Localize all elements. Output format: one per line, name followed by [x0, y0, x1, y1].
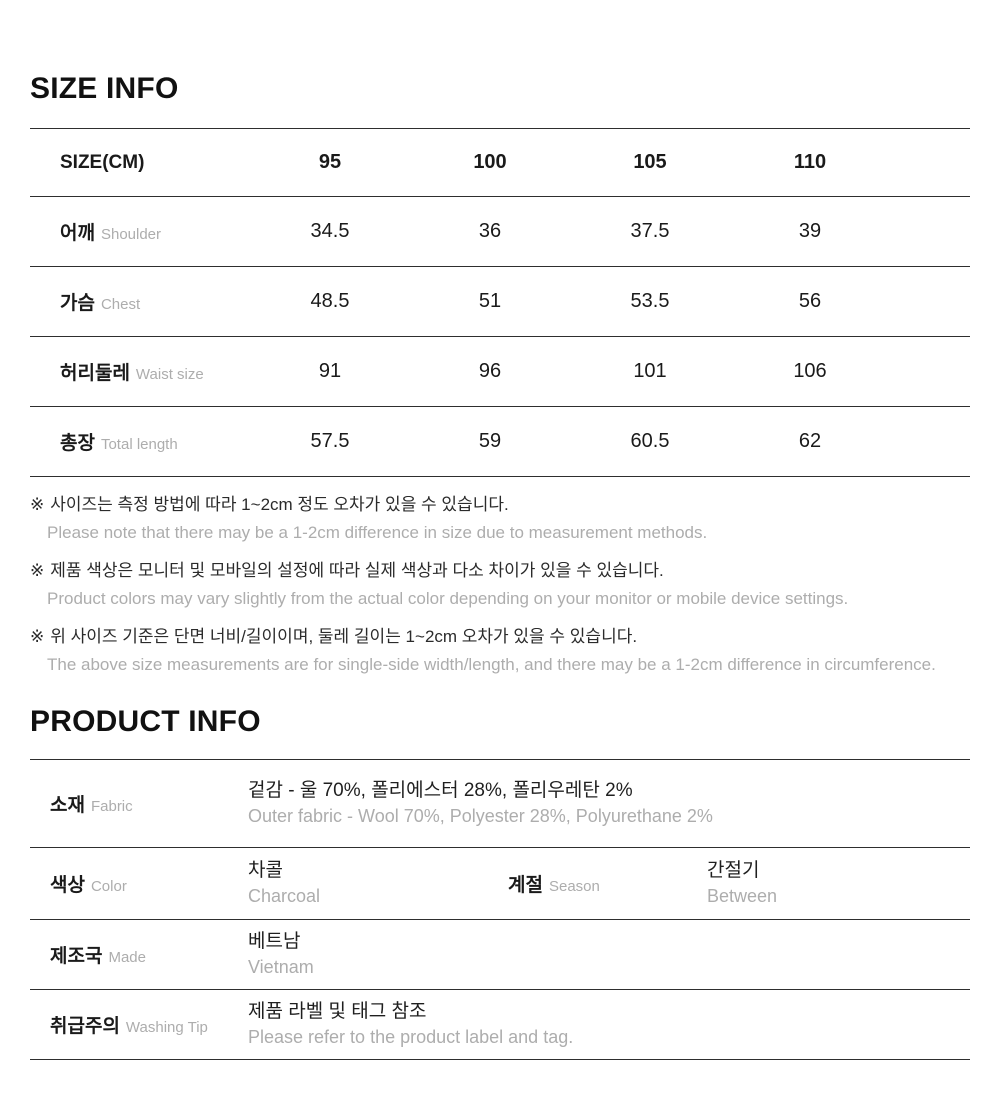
table-row-total-length: 총장 Total length 57.5 59 60.5 62	[30, 407, 970, 477]
fabric-value-ko: 겉감 - 울 70%, 폴리에스터 28%, 폴리우레탄 2%	[248, 780, 633, 801]
row-label-ko: 어깨	[60, 223, 95, 244]
season-value-ko: 간절기	[707, 860, 760, 881]
note-color-difference: ※ 제품 색상은 모니터 및 모바일의 설정에 따라 실제 색상과 다소 차이가 …	[30, 559, 970, 611]
size-info-title: SIZE INFO	[30, 72, 179, 105]
size-table: SIZE(CM) 95 100 105 110 어깨 Shoulder 34.5 …	[30, 128, 970, 477]
product-row-made: 제조국 Made 베트남 Vietnam	[30, 920, 970, 990]
row-label-en: Color	[90, 878, 127, 895]
row-label-en: Washing Tip	[125, 1019, 208, 1036]
row-label-en: Shoulder	[100, 226, 162, 243]
row-label-en: Waist size	[135, 366, 204, 383]
note-ko-text: 사이즈는 측정 방법에 따라 1~2cm 정도 오차가 있을 수 있습니다.	[50, 495, 509, 514]
row-label-en: Total length	[100, 436, 178, 453]
washing-value: 제품 라벨 및 태그 참조 Please refer to the produc…	[248, 999, 970, 1050]
cell-value: 37.5	[630, 220, 670, 242]
cell-value: 53.5	[630, 290, 670, 312]
row-label: 제조국 Made	[30, 941, 248, 968]
cell-value: 60.5	[630, 430, 670, 452]
note-en-line: Product colors may vary slightly from th…	[47, 589, 849, 608]
note-en-line: Please note that there may be a 1-2cm di…	[47, 523, 708, 542]
row-label: 색상 Color	[30, 870, 248, 897]
cell-value: 59	[478, 430, 502, 452]
note-ko-line: ※ 위 사이즈 기준은 단면 너비/길이이며, 둘레 길이는 1~2cm 오차가 …	[30, 625, 970, 649]
cell-value: 106	[793, 360, 827, 382]
fabric-value: 겉감 - 울 70%, 폴리에스터 28%, 폴리우레탄 2% Outer fa…	[248, 778, 970, 829]
product-row-color-season: 색상 Color 차콜 Charcoal 계절 Season 간절기 Between	[30, 848, 970, 920]
note-marker: ※	[30, 561, 45, 580]
row-label-ko: 가슴	[60, 293, 95, 314]
cell-value: 57.5	[310, 430, 350, 452]
cell-value: 56	[798, 290, 822, 312]
table-row-shoulder: 어깨 Shoulder 34.5 36 37.5 39	[30, 197, 970, 267]
cell-value: 91	[318, 360, 342, 382]
row-label-ko: 소재	[50, 795, 85, 816]
row-label: 취급주의 Washing Tip	[30, 1011, 248, 1038]
made-value: 베트남 Vietnam	[248, 929, 970, 980]
size-table-header-label: SIZE(CM)	[60, 151, 145, 173]
note-marker: ※	[30, 627, 45, 646]
row-label-ko: 계절	[508, 875, 543, 896]
size-column-105: 105	[633, 151, 667, 173]
made-value-ko: 베트남	[248, 931, 301, 952]
cell-value: 48.5	[310, 290, 350, 312]
cell-value: 36	[478, 220, 502, 242]
note-ko-line: ※ 사이즈는 측정 방법에 따라 1~2cm 정도 오차가 있을 수 있습니다.	[30, 493, 970, 517]
product-row-fabric: 소재 Fabric 겉감 - 울 70%, 폴리에스터 28%, 폴리우레탄 2%…	[30, 760, 970, 848]
row-label: 계절 Season	[508, 870, 707, 897]
size-notes: ※ 사이즈는 측정 방법에 따라 1~2cm 정도 오차가 있을 수 있습니다. …	[30, 493, 970, 677]
product-table: 소재 Fabric 겉감 - 울 70%, 폴리에스터 28%, 폴리우레탄 2%…	[30, 759, 970, 1060]
row-label: 가슴 Chest	[30, 288, 250, 315]
table-row-chest: 가슴 Chest 48.5 51 53.5 56	[30, 267, 970, 337]
product-row-washing-tip: 취급주의 Washing Tip 제품 라벨 및 태그 참조 Please ref…	[30, 990, 970, 1060]
row-label-ko: 색상	[50, 875, 85, 896]
washing-value-ko: 제품 라벨 및 태그 참조	[248, 1001, 427, 1022]
row-label: 총장 Total length	[30, 428, 250, 455]
row-label-en: Season	[548, 878, 600, 895]
row-label-en: Fabric	[90, 798, 133, 815]
fabric-value-en: Outer fabric - Wool 70%, Polyester 28%, …	[248, 806, 713, 826]
note-ko-line: ※ 제품 색상은 모니터 및 모바일의 설정에 따라 실제 색상과 다소 차이가 …	[30, 559, 970, 583]
washing-value-en: Please refer to the product label and ta…	[248, 1027, 574, 1047]
color-value-ko: 차콜	[248, 860, 283, 881]
row-label-ko: 총장	[60, 433, 95, 454]
row-label-ko: 제조국	[50, 946, 103, 967]
cell-value: 62	[798, 430, 822, 452]
note-ko-text: 위 사이즈 기준은 단면 너비/길이이며, 둘레 길이는 1~2cm 오차가 있…	[50, 627, 638, 646]
row-label: 어깨 Shoulder	[30, 218, 250, 245]
cell-value: 34.5	[310, 220, 350, 242]
note-en-line: The above size measurements are for sing…	[47, 655, 936, 674]
row-label-ko: 취급주의	[50, 1016, 120, 1037]
row-label: 허리둘레 Waist size	[30, 358, 250, 385]
season-value-en: Between	[707, 886, 778, 906]
season-value: 간절기 Between	[707, 858, 970, 909]
color-value-en: Charcoal	[248, 886, 321, 906]
row-label-en: Made	[108, 949, 146, 966]
color-value: 차콜 Charcoal	[248, 858, 508, 909]
note-marker: ※	[30, 495, 45, 514]
note-single-side: ※ 위 사이즈 기준은 단면 너비/길이이며, 둘레 길이는 1~2cm 오차가 …	[30, 625, 970, 677]
size-table-header-row: SIZE(CM) 95 100 105 110	[30, 129, 970, 197]
row-label: 소재 Fabric	[30, 790, 248, 817]
size-column-95: 95	[318, 151, 342, 173]
row-label-en: Chest	[100, 296, 141, 313]
table-row-waist: 허리둘레 Waist size 91 96 101 106	[30, 337, 970, 407]
size-column-100: 100	[473, 151, 507, 173]
cell-value: 39	[798, 220, 822, 242]
product-info-title: PRODUCT INFO	[30, 705, 261, 738]
note-ko-text: 제품 색상은 모니터 및 모바일의 설정에 따라 실제 색상과 다소 차이가 있…	[50, 561, 664, 580]
made-value-en: Vietnam	[248, 957, 314, 977]
row-label-ko: 허리둘레	[60, 363, 130, 384]
cell-value: 51	[478, 290, 502, 312]
cell-value: 96	[478, 360, 502, 382]
note-measurement: ※ 사이즈는 측정 방법에 따라 1~2cm 정도 오차가 있을 수 있습니다. …	[30, 493, 970, 545]
cell-value: 101	[633, 360, 667, 382]
size-column-110: 110	[793, 151, 827, 173]
